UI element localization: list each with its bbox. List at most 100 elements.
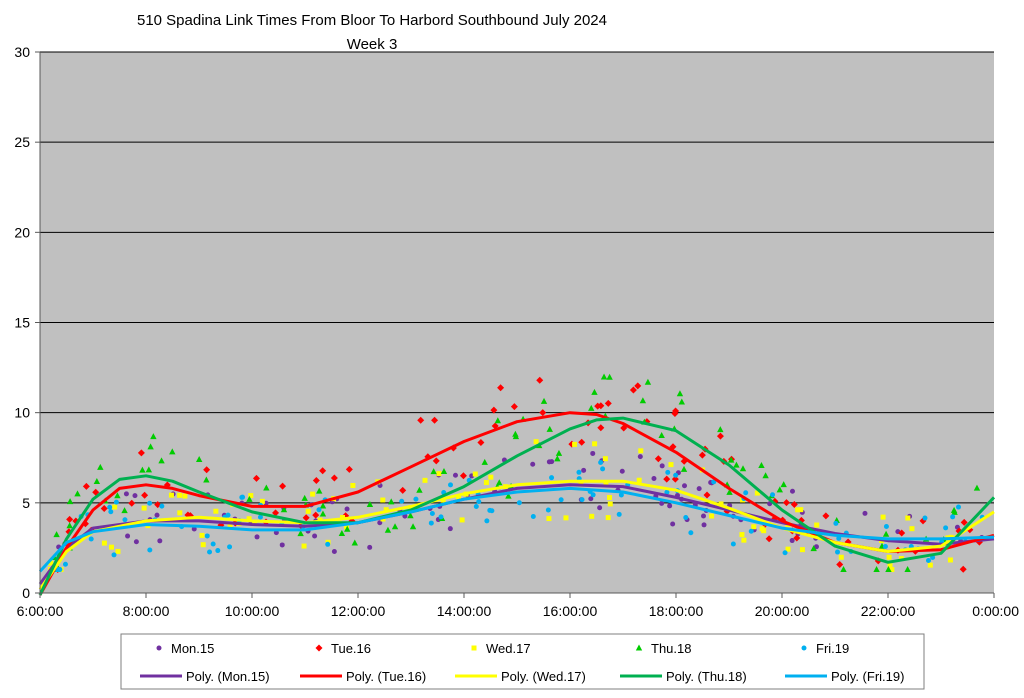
point-fri-19 (489, 508, 495, 514)
point-thu-18 (676, 390, 684, 397)
point-mon-15 (590, 450, 596, 456)
point-fri-19 (673, 472, 679, 478)
point-wed-17 (213, 508, 219, 514)
point-thu-18 (319, 502, 327, 509)
point-wed-17 (177, 510, 183, 516)
point-wed-17 (741, 537, 747, 543)
point-tue-16 (793, 534, 801, 542)
point-tue-16 (629, 386, 637, 394)
point-fri-19 (925, 558, 931, 564)
y-tick-label: 5 (22, 495, 30, 511)
x-tick-label: 10:00:00 (225, 603, 280, 619)
point-wed-17 (108, 544, 114, 550)
point-thu-18 (93, 477, 101, 484)
point-tue-16 (330, 474, 338, 482)
legend-item: Fri.19 (801, 641, 849, 656)
point-fri-19 (683, 515, 689, 521)
point-tue-16 (312, 511, 320, 519)
point-wed-17 (422, 477, 428, 483)
point-fri-19 (833, 520, 839, 526)
point-fri-19 (215, 548, 221, 554)
legend-label: Wed.17 (486, 641, 531, 656)
point-tue-16 (431, 416, 439, 424)
point-tue-16 (137, 449, 145, 457)
point-thu-18 (554, 455, 561, 462)
point-fri-19 (316, 507, 322, 513)
point-tue-16 (597, 402, 605, 410)
point-tue-16 (634, 382, 642, 390)
point-tue-16 (100, 505, 108, 513)
point-thu-18 (882, 530, 890, 537)
gridlines (40, 51, 994, 504)
legend-label: Poly. (Wed.17) (501, 669, 586, 684)
point-wed-17 (456, 494, 462, 500)
point-thu-18 (678, 398, 685, 405)
point-thu-18 (776, 486, 783, 493)
point-thu-18 (973, 484, 981, 491)
point-thu-18 (391, 523, 399, 530)
point-fri-19 (325, 541, 331, 547)
point-wed-17 (459, 517, 465, 523)
point-thu-18 (494, 417, 502, 424)
point-thu-18 (739, 465, 747, 472)
point-tue-16 (345, 465, 353, 473)
point-wed-17 (709, 513, 715, 519)
point-mon-15 (667, 503, 673, 509)
point-fri-19 (57, 567, 63, 573)
point-mon-15 (331, 549, 337, 555)
point-thu-18 (121, 507, 128, 514)
point-thu-18 (407, 512, 414, 519)
point-thu-18 (366, 500, 374, 507)
y-tick-label: 10 (14, 405, 30, 421)
point-wed-17 (886, 554, 892, 560)
x-tick-label: 22:00:00 (861, 603, 916, 619)
trendline-poly-tue-16- (38, 411, 995, 596)
point-wed-17 (488, 474, 494, 480)
point-wed-17 (927, 562, 933, 568)
point-wed-17 (259, 498, 265, 504)
point-wed-17 (533, 439, 539, 445)
point-tue-16 (960, 518, 968, 526)
point-tue-16 (716, 432, 724, 440)
legend-marker-3 (635, 644, 643, 651)
point-tue-16 (497, 384, 505, 392)
point-wed-17 (905, 515, 911, 521)
point-fri-19 (530, 514, 536, 520)
point-wed-17 (603, 481, 609, 487)
point-tue-16 (510, 403, 518, 411)
point-mon-15 (157, 538, 163, 544)
point-wed-17 (880, 514, 886, 520)
point-wed-17 (227, 523, 233, 529)
point-thu-18 (540, 397, 548, 404)
point-mon-15 (651, 475, 657, 481)
point-thu-18 (66, 522, 73, 529)
point-thu-18 (66, 498, 74, 505)
point-tue-16 (536, 376, 544, 384)
legend-label: Tue.16 (331, 641, 371, 656)
point-thu-18 (758, 462, 765, 469)
point-wed-17 (301, 543, 307, 549)
legend-marker-0 (156, 645, 162, 651)
point-thu-18 (344, 525, 351, 532)
point-fri-19 (429, 511, 435, 517)
point-tue-16 (654, 455, 662, 463)
point-tue-16 (672, 407, 680, 415)
point-fri-19 (579, 497, 585, 503)
point-mon-15 (254, 534, 260, 540)
point-fri-19 (598, 459, 604, 465)
point-tue-16 (399, 486, 407, 494)
point-thu-18 (658, 431, 665, 438)
point-thu-18 (496, 479, 503, 486)
point-fri-19 (618, 492, 624, 498)
point-thu-18 (316, 487, 323, 494)
point-fri-19 (122, 517, 128, 523)
point-fri-19 (576, 469, 582, 475)
point-fri-19 (516, 500, 522, 506)
point-mon-15 (133, 539, 139, 545)
point-tue-16 (959, 565, 967, 573)
point-tue-16 (279, 482, 287, 490)
point-thu-18 (717, 426, 724, 433)
point-thu-18 (114, 492, 121, 499)
point-fri-19 (955, 504, 961, 510)
point-thu-18 (606, 373, 613, 380)
